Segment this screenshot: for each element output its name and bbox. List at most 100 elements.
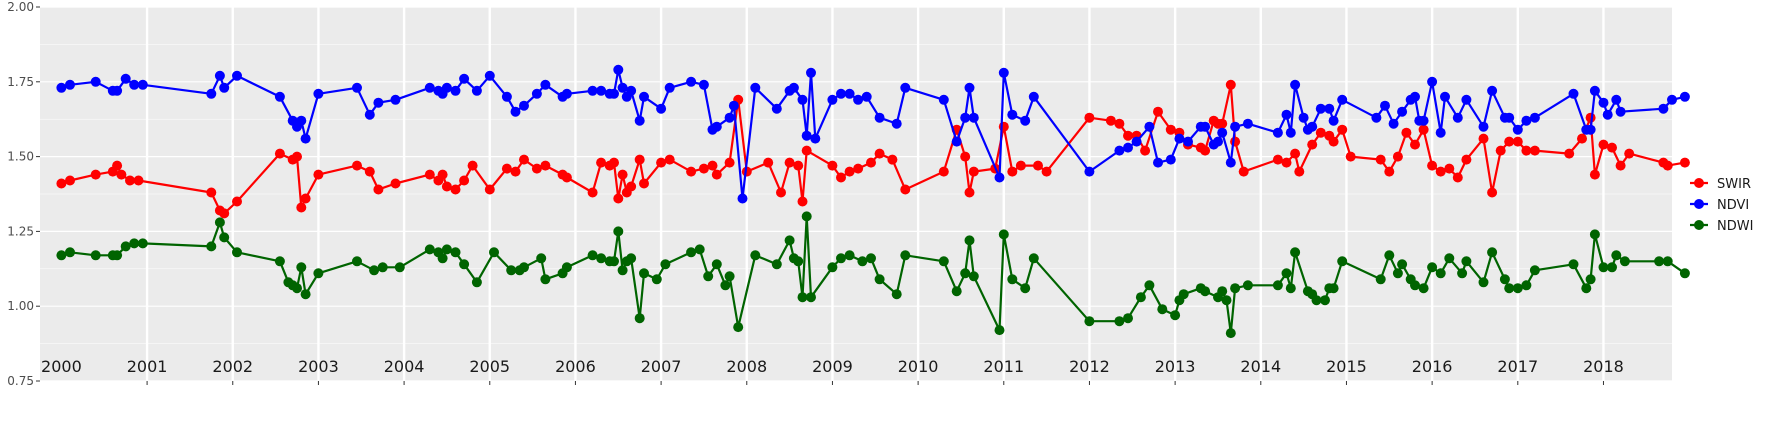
data-point-swir [887,154,898,165]
data-point-swir [1140,145,1151,156]
data-point-ndvi [1380,100,1390,111]
legend: SWIR NDVI NDWI [1690,177,1753,234]
data-point-swir [1217,118,1228,129]
data-point-ndwi [639,268,649,279]
data-point-ndwi [1662,256,1673,267]
data-point-swir [596,157,607,168]
data-point-ndwi [352,256,362,267]
data-point-swir [724,157,735,168]
data-point-swir [938,166,949,177]
data-point-ndvi [364,109,375,120]
data-point-ndwi [801,211,812,222]
data-point-ndvi [1337,94,1348,105]
data-point-ndvi [1225,157,1236,168]
data-point-swir [274,148,285,159]
data-point-ndvi [1290,79,1301,90]
data-point-ndvi [540,79,551,90]
data-point-swir [390,178,401,189]
data-point-swir [1033,160,1043,171]
data-point-ndwi [90,250,101,261]
data-point-ndvi [1272,127,1283,138]
data-point-ndwi [1611,250,1622,261]
data-point-ndwi [129,238,140,249]
data-point-ndwi [938,256,949,267]
data-point-ndvi [1512,124,1523,135]
data-point-ndwi [1114,316,1125,327]
data-point-ndwi [369,265,380,276]
data-point-ndvi [313,88,324,99]
data-point-ndvi [874,112,885,123]
grid-lines [40,6,1672,382]
data-point-swir [1345,151,1356,162]
data-point-ndwi [703,271,714,282]
data-point-ndvi [390,94,401,105]
data-point-ndvi [300,133,311,144]
data-point-ndwi [891,289,902,300]
data-point-ndwi [1397,259,1408,270]
data-point-ndwi [1384,250,1395,261]
data-point-swir [1452,172,1463,183]
series-ndvi [56,64,1690,204]
data-point-swir [1384,166,1395,177]
data-point-ndvi [724,112,735,123]
data-point-ndvi [1213,136,1223,147]
year-label: 2004 [384,357,425,376]
data-point-swir [1564,148,1575,159]
data-point-swir [866,157,876,168]
data-point-ndvi [424,82,435,93]
data-point-swir [313,169,324,180]
data-point-ndvi [1602,109,1613,120]
data-point-swir [459,175,470,186]
data-point-ndwi [300,289,311,300]
data-point-ndvi [1242,118,1253,129]
data-point-ndvi [90,76,101,87]
data-point-ndvi [797,94,808,105]
data-point-ndwi [1123,313,1133,324]
data-point-swir [1238,166,1249,177]
legend-label: NDVI [1717,198,1749,213]
data-point-ndwi [1654,256,1665,267]
data-point-ndwi [733,322,744,333]
data-point-ndvi [501,91,512,102]
data-point-ndwi [609,256,619,267]
data-point-swir [1521,145,1532,156]
data-point-swir [1495,145,1506,156]
data-point-ndvi [639,91,649,102]
data-point-ndvi [459,73,470,84]
data-point-ndvi [836,88,846,99]
data-point-swir [613,193,624,204]
data-point-ndvi [1307,121,1318,132]
data-point-swir [56,178,67,189]
data-point-ndvi [664,82,675,93]
data-point-swir [1478,133,1489,144]
data-point-ndwi [1487,247,1498,258]
y-axis: 0.75 1.00 1.25 1.50 1.75 2.00 [7,0,1604,388]
data-point-ndwi [1242,280,1253,291]
data-point-ndwi [634,313,645,324]
year-label: 2001 [127,357,168,376]
data-point-swir [519,154,529,165]
data-point-swir [424,169,435,180]
data-point-ndvi [861,91,872,102]
data-point-ndvi [510,106,521,117]
data-point-swir [776,187,786,198]
data-point-swir [1165,124,1176,135]
year-label: 2009 [812,357,853,376]
data-point-ndwi [137,238,148,249]
data-point-ndvi [373,97,384,108]
data-point-swir [964,187,975,198]
data-point-ndwi [1028,253,1039,264]
data-point-ndwi [827,262,838,273]
data-point-ndwi [540,274,551,285]
data-point-ndvi [1315,103,1326,114]
data-point-ndwi [1135,292,1146,303]
data-point-ndwi [1478,277,1489,288]
data-point-swir [232,196,242,207]
data-point-swir [116,169,127,180]
data-point-ndvi [1020,115,1031,126]
data-point-ndwi [506,265,517,276]
data-point-swir [300,193,311,204]
data-point-ndvi [1371,112,1382,123]
data-point-ndvi [1478,121,1489,132]
data-point-swir [1230,136,1241,147]
